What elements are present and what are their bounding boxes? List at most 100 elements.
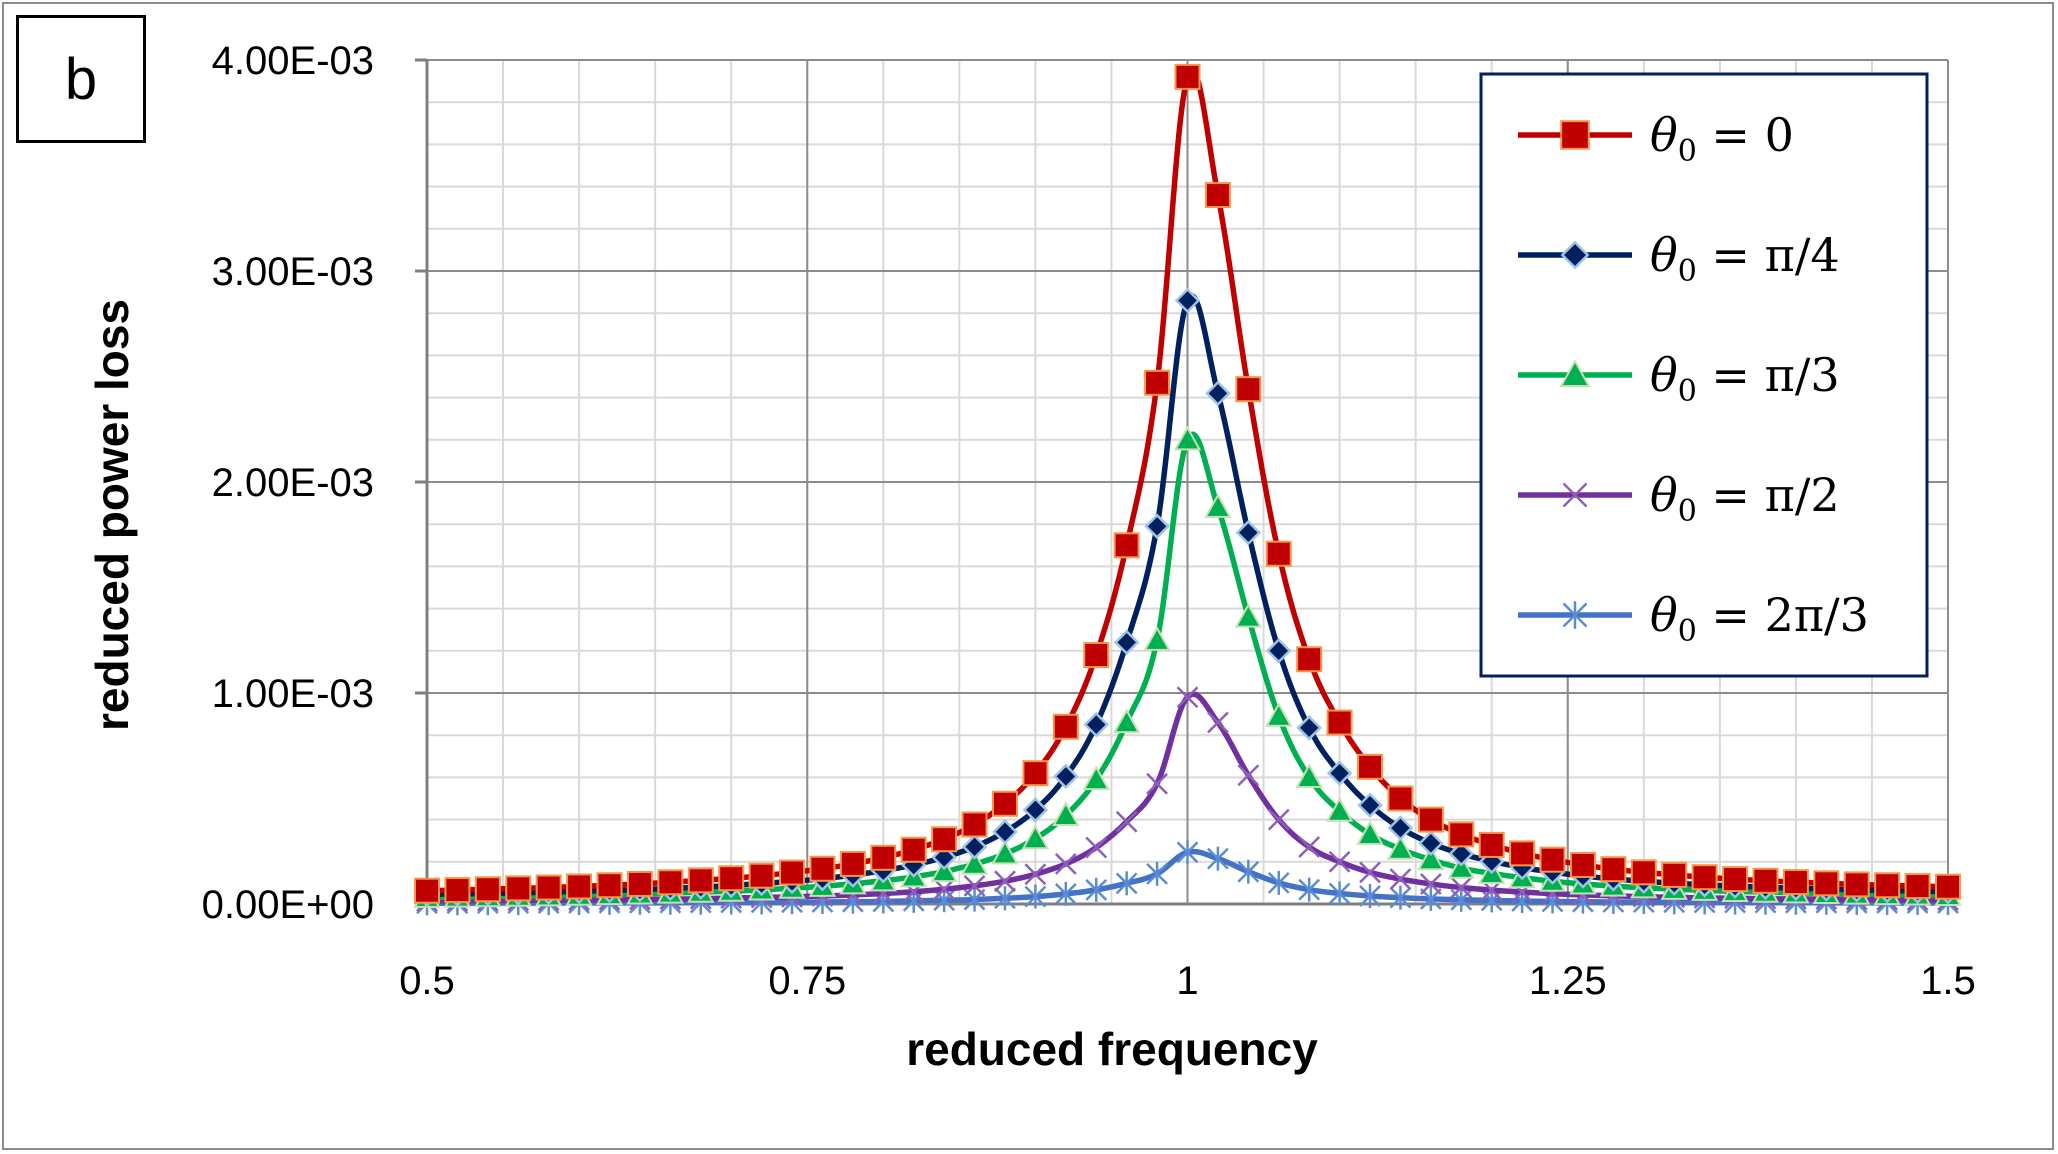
- marker-square: [687, 867, 714, 894]
- marker-triangle: [1386, 835, 1415, 860]
- legend-entry: θ0 = 0: [1518, 108, 1794, 169]
- marker-triangle: [1052, 801, 1080, 826]
- marker-square: [657, 869, 684, 896]
- marker-square: [1204, 182, 1231, 209]
- marker-square: [1600, 856, 1627, 883]
- marker-triangle: [1356, 820, 1384, 845]
- marker-square: [1782, 869, 1809, 896]
- x-tick-label: 0.5: [399, 959, 455, 1003]
- marker-x: [963, 874, 986, 897]
- marker-diamond: [1113, 629, 1140, 656]
- y-tick-label: 3.00E-03: [212, 250, 374, 294]
- marker-square: [1843, 871, 1870, 898]
- marker-x: [1267, 808, 1290, 831]
- marker-diamond: [1387, 815, 1414, 841]
- marker-square: [991, 790, 1018, 817]
- marker-square: [1560, 120, 1590, 150]
- x-axis-title: reduced frequency: [906, 1023, 1318, 1075]
- marker-diamond: [1296, 715, 1322, 741]
- marker-square: [1113, 532, 1140, 559]
- marker-square: [505, 875, 532, 902]
- legend-entry: θ0 = π/4: [1518, 228, 1840, 289]
- marker-square: [1539, 846, 1566, 873]
- legend-label: θ0 = π/3: [1650, 348, 1840, 409]
- marker-square: [1722, 866, 1749, 893]
- legend-label: θ0 = 0: [1650, 108, 1794, 169]
- marker-square: [1904, 873, 1931, 900]
- marker-square: [870, 844, 897, 871]
- marker-x: [1115, 810, 1138, 833]
- marker-x: [1359, 861, 1381, 884]
- marker-square: [779, 859, 806, 886]
- marker-square: [839, 850, 866, 877]
- marker-square: [474, 876, 501, 903]
- marker-diamond: [1560, 240, 1590, 270]
- panel-label: b: [16, 15, 146, 143]
- marker-triangle: [1295, 763, 1323, 788]
- marker-diamond: [1144, 513, 1170, 540]
- x-tick-label: 1: [1176, 959, 1198, 1003]
- marker-diamond: [1205, 380, 1231, 407]
- x-tick-label: 0.75: [768, 959, 846, 1003]
- marker-square: [809, 855, 836, 882]
- marker-square: [626, 870, 653, 897]
- marker-triangle: [1173, 425, 1202, 451]
- marker-square: [1813, 870, 1840, 897]
- marker-square: [1478, 831, 1505, 858]
- marker-square: [1357, 753, 1384, 780]
- y-tick-label: 1.00E-03: [212, 672, 374, 716]
- marker-square: [961, 811, 988, 838]
- marker-square: [1448, 821, 1475, 848]
- marker-x: [1389, 868, 1412, 890]
- marker-square: [900, 836, 927, 863]
- marker-triangle: [1559, 359, 1591, 388]
- marker-square: [1630, 859, 1657, 886]
- marker-square: [1022, 760, 1049, 787]
- marker-diamond: [1418, 830, 1444, 856]
- legend-entry: θ0 = 2π/3: [1518, 588, 1869, 649]
- marker-diamond: [1083, 711, 1110, 738]
- marker-square: [1569, 851, 1596, 878]
- marker-square: [1265, 540, 1292, 567]
- y-tick-label: 2.00E-03: [212, 461, 374, 505]
- marker-x: [1328, 850, 1351, 873]
- x-tick-label: 1.5: [1920, 959, 1976, 1003]
- legend-label: θ0 = π/2: [1650, 468, 1840, 529]
- marker-triangle: [960, 850, 989, 875]
- marker-triangle: [991, 839, 1019, 865]
- marker-x: [1207, 711, 1229, 734]
- marker-x: [1562, 482, 1588, 508]
- marker-diamond: [1448, 841, 1475, 867]
- marker-diamond: [1357, 792, 1383, 819]
- marker-x: [1146, 772, 1168, 795]
- marker-triangle: [1143, 626, 1171, 651]
- marker-triangle: [1234, 602, 1263, 628]
- marker-square: [1417, 806, 1444, 833]
- marker-diamond: [1265, 638, 1292, 664]
- marker-triangle: [1204, 493, 1232, 518]
- series-layer: [413, 63, 1962, 916]
- marker-square: [1509, 840, 1536, 867]
- marker-x: [1054, 853, 1077, 875]
- marker-square: [1296, 646, 1323, 673]
- marker-x: [1450, 876, 1473, 899]
- marker-diamond: [992, 819, 1018, 845]
- marker-triangle: [1021, 824, 1050, 850]
- marker-triangle: [1265, 702, 1293, 727]
- y-axis-title: reduced power loss: [86, 299, 138, 731]
- marker-square: [566, 873, 593, 900]
- legend-label: θ0 = π/4: [1650, 228, 1840, 289]
- marker-square: [1326, 709, 1353, 736]
- marker-triangle: [1447, 854, 1475, 879]
- marker-square: [718, 865, 745, 892]
- marker-square: [1083, 642, 1110, 669]
- marker-triangle: [1417, 845, 1445, 871]
- marker-diamond: [1174, 287, 1201, 314]
- y-tick-label: 0.00E+00: [202, 883, 374, 927]
- marker-x: [1237, 764, 1260, 787]
- marker-square: [1387, 785, 1414, 812]
- marker-x: [1419, 873, 1442, 895]
- marker-square: [596, 872, 623, 899]
